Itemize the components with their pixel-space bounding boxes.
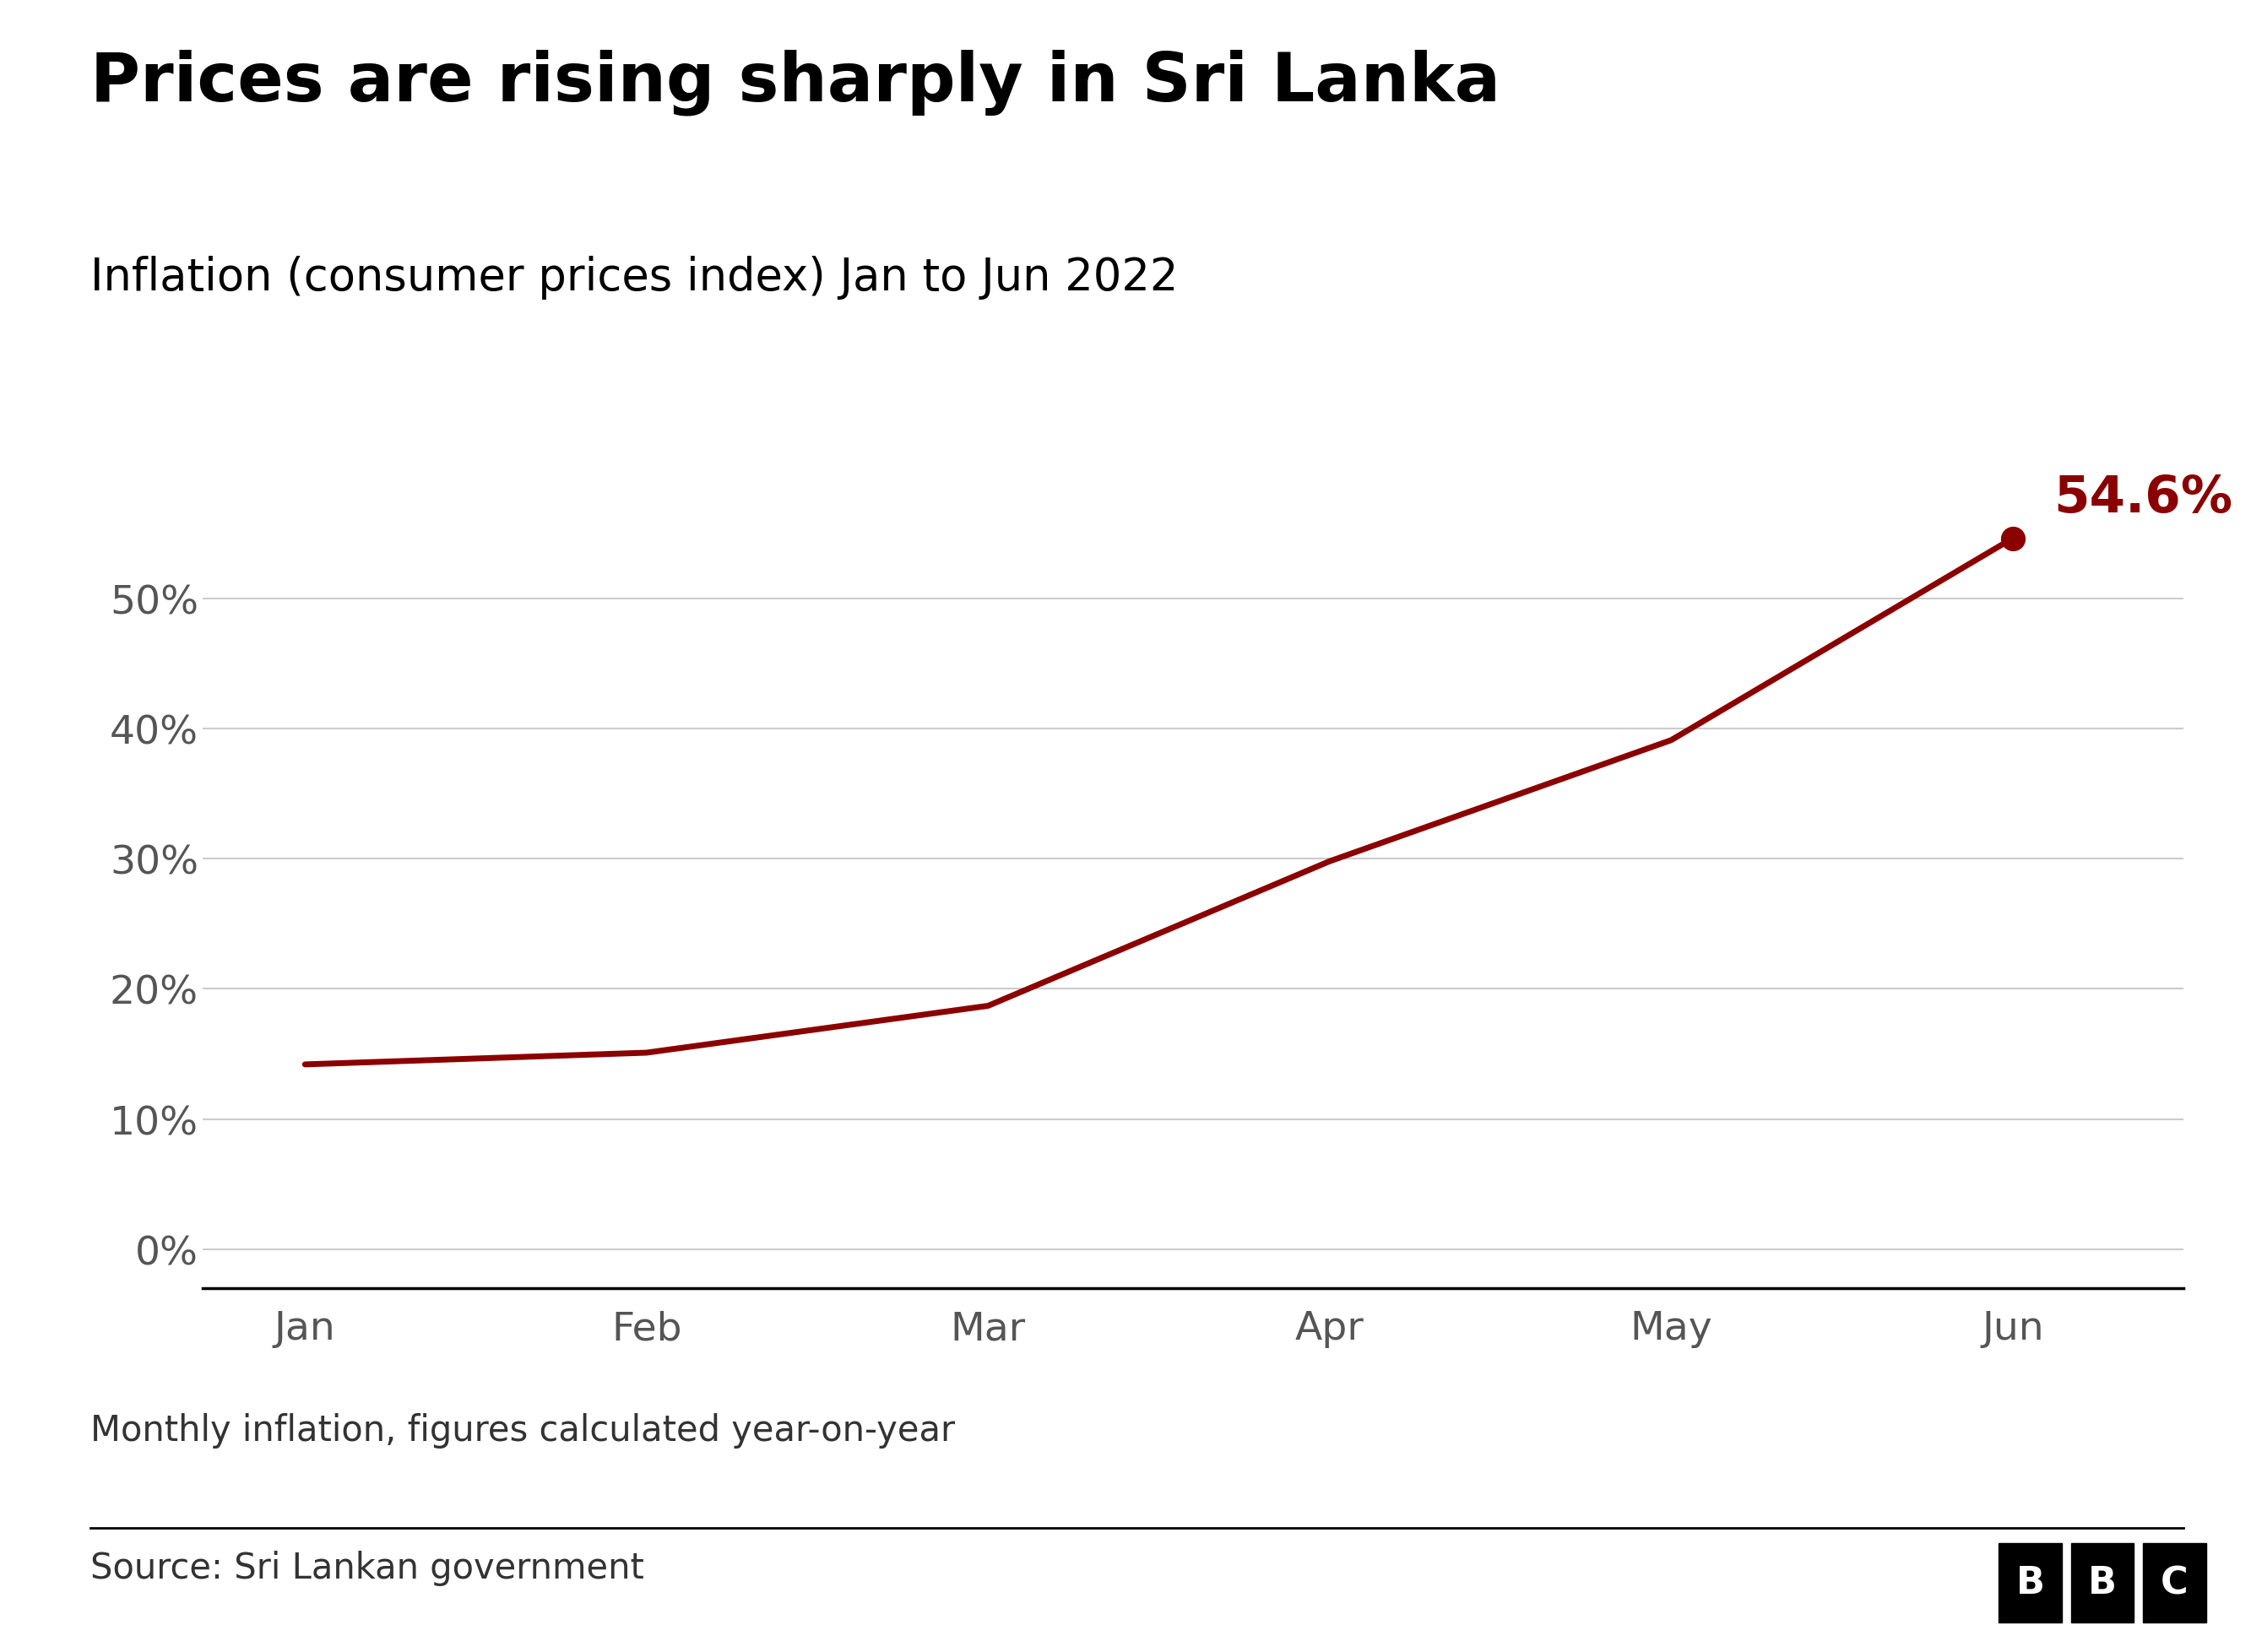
Text: 54.6%: 54.6% xyxy=(2053,474,2233,524)
Text: Prices are rising sharply in Sri Lanka: Prices are rising sharply in Sri Lanka xyxy=(90,50,1499,116)
Text: Source: Sri Lankan government: Source: Sri Lankan government xyxy=(90,1550,644,1584)
Text: Inflation (consumer prices index) Jan to Jun 2022: Inflation (consumer prices index) Jan to… xyxy=(90,256,1177,301)
Text: B: B xyxy=(2089,1564,2116,1601)
Text: Monthly inflation, figures calculated year-on-year: Monthly inflation, figures calculated ye… xyxy=(90,1412,954,1447)
Text: C: C xyxy=(2161,1564,2188,1601)
Text: B: B xyxy=(2017,1564,2044,1601)
